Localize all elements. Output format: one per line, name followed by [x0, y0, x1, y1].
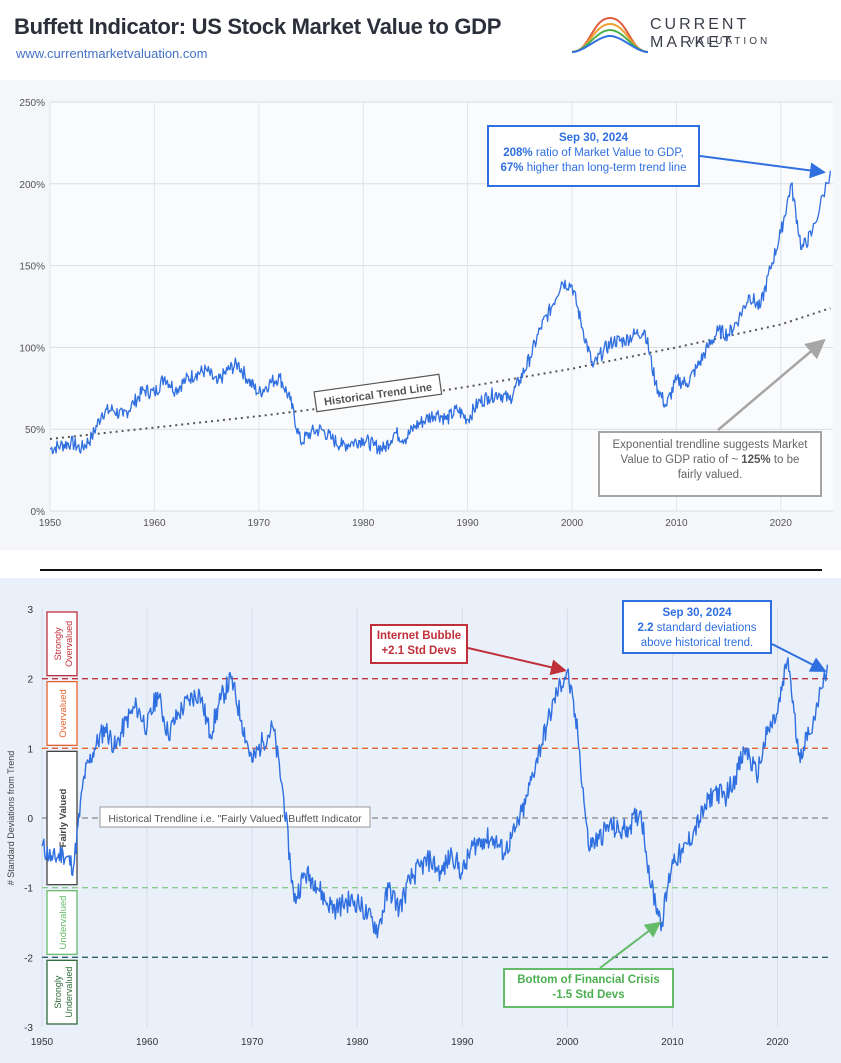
y-tick-label: -1	[24, 884, 33, 895]
x-tick-label: 2020	[770, 518, 793, 529]
y-tick-label: 1	[27, 744, 33, 755]
band-undervalued-label: Undervalued	[58, 896, 69, 950]
x-tick-label: 2000	[556, 1037, 579, 1048]
x-tick-label: 2010	[665, 518, 688, 529]
x-tick-label: 1950	[39, 518, 62, 529]
band-label-text: Overvalued	[64, 621, 74, 667]
x-tick-label: 1990	[451, 1037, 474, 1048]
page-title: Buffett Indicator: US Stock Market Value…	[14, 14, 502, 39]
band-strongly-undervalued-label: Strongly Undervalued	[53, 967, 74, 1018]
std-dev-chart-panel: -3 -2 -1 0 1 2 3 1950 1960 1970 1980 1990 2000 2010 20…	[0, 578, 841, 1063]
fair-value-label: Historical Trendline i.e. "Fairly Valued…	[108, 813, 362, 825]
trend-line	[49, 307, 831, 440]
y-tick-label: 150%	[19, 262, 45, 273]
trendline-callout: Exponential trendline suggests Market Va…	[598, 431, 822, 497]
callout-pct-text: higher than long-term trend line	[523, 162, 687, 174]
y-axis-label-text: # Standard Deviations from Trend	[6, 751, 16, 886]
y-tick-label: 3	[27, 605, 33, 616]
callout2-text-2: above historical trend.	[640, 637, 754, 649]
logo-subtitle: VALUATION	[688, 36, 771, 47]
fair-value-label-box	[99, 806, 371, 828]
trend-text-4: fairly valued.	[677, 469, 743, 481]
callout-ratio: 208%	[503, 147, 533, 159]
band-strongly-undervalued-box	[46, 959, 78, 1025]
y-tick-label: 2	[27, 675, 33, 686]
band-label-text: Fairly Valued	[58, 789, 69, 848]
x-tick-label: 1980	[346, 1037, 369, 1048]
logo-name: CURRENT MARKET	[650, 16, 749, 51]
y-tick-label: 50%	[25, 425, 45, 436]
logo: CURRENT MARKET VALUATION	[570, 12, 835, 56]
callout-date: Sep 30, 2024	[558, 132, 629, 144]
band-fairly-valued-label: Fairly Valued	[58, 789, 69, 848]
band-label-text: Strongly	[53, 975, 63, 1009]
x-tick-label: 1960	[143, 518, 166, 529]
callout-arrow	[699, 155, 826, 179]
bubble-arrow	[467, 647, 567, 676]
callout-ratio-text: ratio of Market Value to GDP,	[532, 147, 684, 159]
panel-divider	[40, 569, 822, 571]
y-tick-label: 100%	[19, 343, 45, 354]
band-label-text: Overvalued	[58, 689, 69, 738]
y-tick-label: 0%	[31, 507, 46, 518]
trend-label-box	[313, 373, 443, 413]
y-tick-label: 0	[27, 814, 33, 825]
x-tick-label: 1970	[248, 518, 271, 529]
x-tick-label: 1990	[456, 518, 479, 529]
x-tick-label: 1980	[352, 518, 375, 529]
std-dev-chart: -3 -2 -1 0 1 2 3 1950 1960 1970 1980 1990 2000 2010 20…	[6, 605, 830, 1048]
band-strongly-overvalued-label: Strongly Overvalued	[53, 621, 74, 667]
trend-text-2: Value to GDP ratio of ~	[620, 454, 742, 466]
trend-callout-arrow	[717, 338, 826, 431]
latest-ratio-callout: Sep 30, 2024 208% ratio of Market Value …	[487, 125, 700, 187]
crisis-title: Bottom of Financial Crisis	[517, 974, 660, 986]
market-to-gdp-line	[49, 170, 832, 455]
logo-waves-icon	[571, 16, 649, 53]
band-label-text: Undervalued	[64, 967, 74, 1018]
y-tick-label: 250%	[19, 98, 45, 109]
y-tick-label: -2	[24, 953, 33, 964]
band-strongly-overvalued-box	[46, 611, 78, 677]
std-dev-line	[41, 657, 829, 939]
site-url-link[interactable]: www.currentmarketvaluation.com	[16, 46, 208, 61]
x-tick-label: 2000	[561, 518, 584, 529]
band-label-text: Undervalued	[58, 896, 69, 950]
trend-value: 125%	[741, 454, 771, 466]
x-tick-label: 2020	[766, 1037, 789, 1048]
bubble-title: Internet Bubble	[376, 630, 462, 642]
internet-bubble-callout: Internet Bubble +2.1 Std Devs	[370, 624, 468, 664]
band-label-text: Strongly	[53, 627, 63, 661]
y-tick-label: 200%	[19, 180, 45, 191]
x-tick-label: 1960	[136, 1037, 159, 1048]
band-overvalued-label: Overvalued	[58, 689, 69, 738]
x-tick-label: 1970	[241, 1037, 264, 1048]
band-overvalued-box	[46, 681, 78, 746]
callout2-value: 2.2	[637, 622, 654, 634]
market-to-gdp-chart-panel: 0% 50% 100% 150% 200% 250% 1950 1960 1970 1980 199…	[0, 80, 841, 550]
x-tick-label: 2010	[661, 1037, 684, 1048]
crisis-arrow	[599, 921, 662, 969]
band-undervalued-box	[46, 890, 78, 955]
y-axis-label: # Standard Deviations from Trend	[6, 751, 16, 886]
callout2-date: Sep 30, 2024	[662, 607, 732, 619]
bubble-value: +2.1 Std Devs	[381, 645, 457, 657]
y-tick-label: -3	[24, 1023, 33, 1034]
trend-text-3: to be	[770, 454, 800, 466]
trend-text-1: Exponential trendline suggests Market	[612, 439, 808, 451]
callout-pct: 67%	[500, 162, 524, 174]
financial-crisis-callout: Bottom of Financial Crisis -1.5 Std Devs	[503, 968, 674, 1008]
callout2-text: standard deviations	[653, 622, 757, 634]
stddev-callout-arrow	[771, 643, 827, 672]
crisis-value: -1.5 Std Devs	[552, 989, 625, 1001]
x-tick-label: 1950	[31, 1037, 54, 1048]
latest-stddev-callout: Sep 30, 2024 2.2 standard deviations abo…	[622, 600, 772, 654]
